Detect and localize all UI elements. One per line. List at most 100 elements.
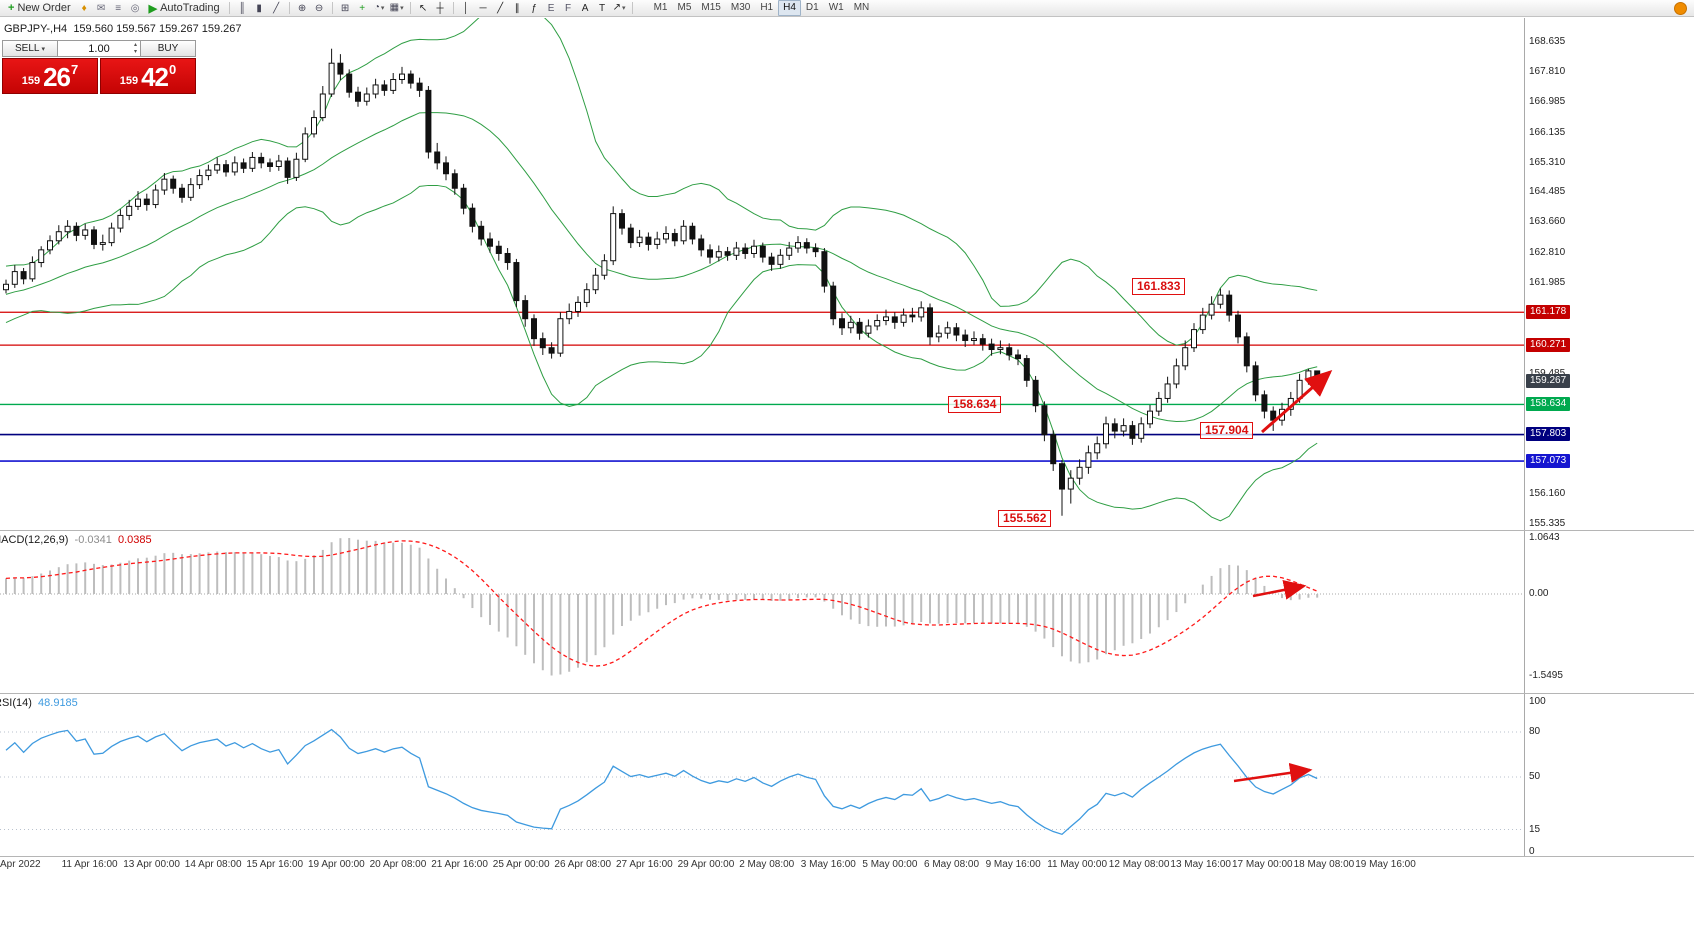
tf-button-D1[interactable]: D1 (805, 2, 819, 13)
zoom-out-icon[interactable]: ⊖ (314, 2, 324, 14)
mailbox-icon[interactable]: ✉ (96, 2, 106, 14)
candle-bull (592, 274, 599, 291)
candle-bull (1147, 410, 1153, 425)
panel-separator-macd[interactable] (0, 530, 1694, 531)
candle-bear (689, 225, 696, 240)
candle-bear (451, 173, 458, 189)
candle-bear (839, 318, 845, 329)
candle-bull (214, 164, 221, 171)
candle-bull (971, 338, 977, 341)
toolbar-separator (288, 2, 290, 14)
cursor-icon[interactable]: ↖ (418, 2, 428, 14)
new-order-button[interactable]: + New Order (3, 1, 76, 16)
candle-bear (627, 227, 634, 244)
candle-bull (1191, 329, 1197, 349)
toolbar-separator (631, 2, 633, 14)
candle-bull (1103, 423, 1109, 445)
buy-button-label: BUY (157, 43, 179, 54)
one-click-trade-panel: SELL ▾ 1.00 ▴ ▾ BUY 159 26 7 159 42 0 (2, 40, 196, 94)
buy-button[interactable]: BUY (140, 40, 196, 57)
horizontal-line-icon[interactable]: ─ (479, 2, 487, 14)
candlestick-icon[interactable]: ▮ (256, 2, 262, 14)
periods-icon[interactable]: ◔▾ (373, 2, 385, 13)
fibonacci-icon[interactable]: ƒ (531, 2, 537, 14)
volume-up-icon[interactable]: ▴ (133, 42, 137, 48)
candle-bull (363, 93, 370, 102)
arrows-icon[interactable]: ↗▾ (612, 2, 626, 13)
bollinger-middle-band (5, 112, 1318, 423)
candle-bull (1208, 303, 1215, 316)
candle-bull (319, 93, 326, 119)
candle-bear (619, 213, 625, 229)
toolbar-items: + New Order ♦ ✉ ≡ ◎ ▶ AutoTrading ║ ▮ ╱ ⊕ ⊖ ⊞ + ◔▾ ▦▾ ↖ ┼ │… (3, 0, 1691, 16)
vertical-line-icon[interactable]: │ (462, 2, 470, 14)
bar-chart-icon[interactable]: ║ (238, 2, 246, 14)
candle-bear (91, 229, 97, 245)
volume-input[interactable]: 1.00 ▴ ▾ (58, 40, 140, 57)
tf-button-W1[interactable]: W1 (828, 2, 844, 13)
sell-price-box[interactable]: 159 26 7 (2, 58, 98, 94)
sell-button[interactable]: SELL ▾ (2, 40, 58, 57)
macd-signal-line (5, 540, 1318, 667)
candle-bear (443, 162, 449, 175)
search-icon[interactable]: ◎ (130, 2, 140, 14)
candle-bear (346, 73, 353, 93)
trend-arrow-main[interactable] (1261, 370, 1333, 434)
trendline-icon[interactable]: ╱ (497, 2, 504, 14)
tf-button-H4[interactable]: H4 (778, 0, 801, 16)
autotrading-icon: ▶ (148, 2, 158, 15)
candle-bull (302, 133, 309, 160)
candle-bear (381, 84, 388, 91)
candle-bear (416, 82, 423, 91)
indicators-icon[interactable]: + (359, 2, 366, 14)
candle-bull (205, 169, 212, 177)
templates-icon[interactable]: ▦▾ (389, 2, 404, 13)
alerts-icon[interactable]: ♦ (81, 2, 87, 14)
text-icon[interactable]: A (581, 2, 589, 14)
candle-bull (1138, 423, 1145, 439)
community-icon[interactable] (1674, 1, 1687, 15)
volume-spinner[interactable]: ▴ ▾ (134, 42, 137, 56)
tf-button-M1[interactable]: M1 (653, 2, 668, 13)
line-chart-icon[interactable]: ╱ (273, 2, 280, 14)
candle-bear (267, 162, 273, 167)
candle-bull (874, 320, 881, 327)
panel-separator-rsi[interactable] (0, 693, 1694, 694)
timeframe-buttons: M1 M5 M15 M30 H1 H4 D1 W1 MN (649, 0, 875, 16)
buy-price-box[interactable]: 159 42 0 (100, 58, 196, 94)
text-label-icon[interactable]: T (599, 2, 606, 14)
channel-icon[interactable]: ∥ (514, 2, 520, 14)
crosshair-icon[interactable]: ┼ (436, 2, 444, 14)
toolbar-separator (409, 2, 411, 14)
volume-down-icon[interactable]: ▾ (133, 49, 137, 55)
candle-bull (196, 175, 203, 186)
expert-list-icon[interactable]: E (547, 2, 555, 14)
tf-button-M5[interactable]: M5 (677, 2, 692, 13)
candle-bull (275, 160, 282, 167)
trend-arrow-macd[interactable] (1252, 580, 1307, 600)
tf-button-M30[interactable]: M30 (730, 2, 751, 13)
toolbar-separator (228, 2, 230, 14)
candle-bull (11, 271, 18, 285)
tf-button-MN[interactable]: MN (853, 2, 870, 13)
arrows-icon-caret: ▾ (622, 5, 626, 12)
tf-button-M15[interactable]: M15 (701, 2, 721, 13)
fibo-expansion-icon[interactable]: F (565, 2, 572, 14)
candle-bull (1155, 397, 1162, 412)
candle-bull (64, 225, 71, 233)
tf-button-H1[interactable]: H1 (760, 2, 774, 13)
tile-windows-icon[interactable]: ⊞ (340, 2, 350, 14)
candle-bull (944, 327, 951, 334)
news-icon[interactable]: ≡ (115, 2, 122, 14)
candle-bull (135, 198, 141, 207)
candle-bull (293, 158, 300, 178)
trend-arrow-rsi[interactable] (1233, 762, 1313, 783)
candle-bear (1050, 434, 1057, 465)
candle-bear (495, 245, 502, 254)
templates-icon-caret: ▾ (400, 5, 404, 12)
candle-bear (143, 198, 150, 206)
zoom-in-icon[interactable]: ⊕ (297, 2, 307, 14)
autotrading-button[interactable]: ▶ AutoTrading (144, 1, 225, 16)
candle-bear (821, 251, 828, 287)
